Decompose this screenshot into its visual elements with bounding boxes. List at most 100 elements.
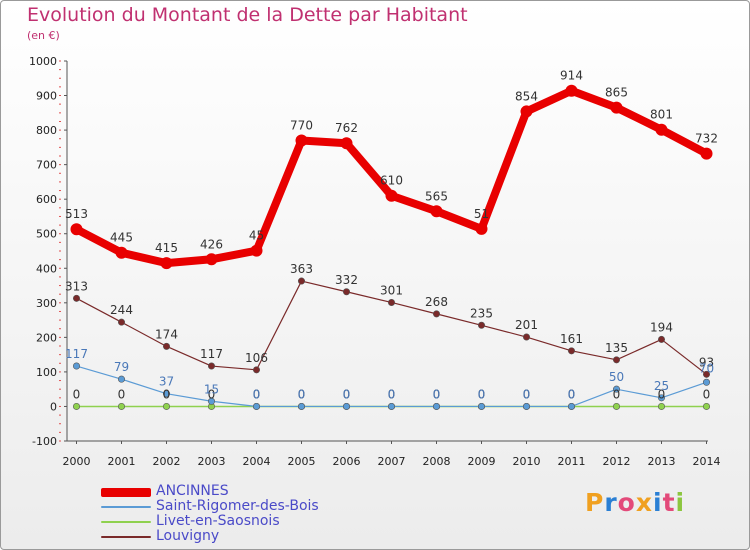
legend-swatch — [101, 521, 151, 523]
data-point — [208, 362, 216, 370]
data-point — [657, 394, 665, 402]
data-label: 363 — [290, 262, 313, 276]
data-label: 135 — [605, 341, 628, 355]
data-label: 770 — [290, 118, 313, 132]
data-point — [522, 333, 530, 341]
x-tick-label: 2007 — [378, 455, 406, 468]
logo-letter: r — [604, 488, 618, 517]
legend-swatch — [101, 506, 151, 508]
data-point — [208, 397, 216, 405]
data-point — [342, 402, 350, 410]
data-label: 0 — [388, 387, 396, 401]
data-label: 174 — [155, 327, 178, 341]
data-label: 801 — [650, 108, 673, 122]
y-tick-label: -100 — [32, 435, 57, 448]
data-point — [297, 277, 305, 285]
y-tick-label: 700 — [36, 159, 57, 172]
x-tick-label: 2004 — [243, 455, 271, 468]
data-label: 0 — [568, 387, 576, 401]
data-point — [702, 378, 710, 386]
data-label: 610 — [380, 174, 403, 188]
data-point — [477, 402, 485, 410]
x-tick-label: 2000 — [63, 455, 91, 468]
data-label: 79 — [114, 360, 129, 374]
data-label: 0 — [523, 387, 531, 401]
data-label: 732 — [695, 132, 718, 146]
data-label: 106 — [245, 351, 268, 365]
legend-label: Saint-Rigomer-des-Bois — [156, 498, 319, 514]
data-point — [205, 253, 218, 266]
data-point — [297, 402, 305, 410]
data-point — [657, 402, 665, 410]
x-tick-label: 2008 — [423, 455, 451, 468]
data-label: 201 — [515, 318, 538, 332]
x-tick-label: 2001 — [108, 455, 136, 468]
y-tick-label: 600 — [36, 193, 57, 206]
data-label: 268 — [425, 295, 448, 309]
data-label: 0 — [298, 387, 306, 401]
data-label: 117 — [65, 347, 88, 361]
data-label: 0 — [388, 387, 396, 401]
data-point — [253, 366, 261, 374]
data-point — [432, 402, 440, 410]
y-tick-label: 0 — [50, 400, 57, 413]
data-point — [612, 356, 620, 364]
logo-letter: x — [635, 488, 653, 517]
data-label: 161 — [560, 332, 583, 346]
data-label: 0 — [343, 387, 351, 401]
x-tick-label: 2009 — [468, 455, 496, 468]
data-point — [73, 294, 81, 302]
data-point — [118, 402, 126, 410]
legend-swatch — [101, 487, 151, 497]
data-label: 0 — [658, 387, 666, 401]
data-label: 0 — [433, 387, 441, 401]
data-point — [610, 101, 623, 114]
data-label: 865 — [605, 86, 628, 100]
data-point — [118, 318, 126, 326]
data-label: 0 — [613, 387, 621, 401]
logo-letter: P — [585, 488, 605, 517]
data-point — [387, 402, 395, 410]
data-label: 244 — [110, 303, 133, 317]
x-tick-label: 2011 — [558, 455, 586, 468]
data-label: 0 — [253, 387, 261, 401]
data-label: 301 — [380, 283, 403, 297]
y-tick-label: 1000 — [29, 55, 57, 68]
data-label: 0 — [433, 387, 441, 401]
data-label: 0 — [73, 387, 81, 401]
y-tick-label: 400 — [36, 262, 57, 275]
data-label: 762 — [335, 121, 358, 135]
data-point — [253, 402, 261, 410]
x-tick-label: 2012 — [603, 455, 631, 468]
data-label: 50 — [609, 370, 624, 384]
data-label: 854 — [515, 89, 538, 103]
data-label: 565 — [425, 189, 448, 203]
data-point — [702, 370, 710, 378]
data-label: 0 — [523, 387, 531, 401]
data-point — [567, 347, 575, 355]
data-label: 93 — [699, 355, 714, 369]
logo-letter: t — [662, 488, 676, 517]
data-label: 51 — [474, 207, 489, 221]
logo-letter: i — [653, 488, 663, 517]
data-point — [567, 402, 575, 410]
data-point — [612, 385, 620, 393]
data-label: 0 — [478, 387, 486, 401]
data-point — [163, 402, 171, 410]
data-label: 194 — [650, 320, 673, 334]
legend-label: Livet-en-Saosnois — [156, 513, 280, 529]
data-label: 0 — [703, 387, 711, 401]
data-label: 0 — [118, 387, 126, 401]
data-label: 332 — [335, 273, 358, 287]
y-tick-label: 200 — [36, 331, 57, 344]
data-label: 415 — [155, 241, 178, 255]
data-label: 914 — [560, 69, 583, 83]
data-label: 0 — [208, 387, 216, 401]
data-point — [612, 402, 620, 410]
chart-subtitle: (en €) — [27, 29, 60, 42]
data-label: 0 — [253, 387, 261, 401]
data-point — [250, 244, 263, 257]
y-tick-label: 800 — [36, 124, 57, 137]
y-tick-label: 500 — [36, 228, 57, 241]
